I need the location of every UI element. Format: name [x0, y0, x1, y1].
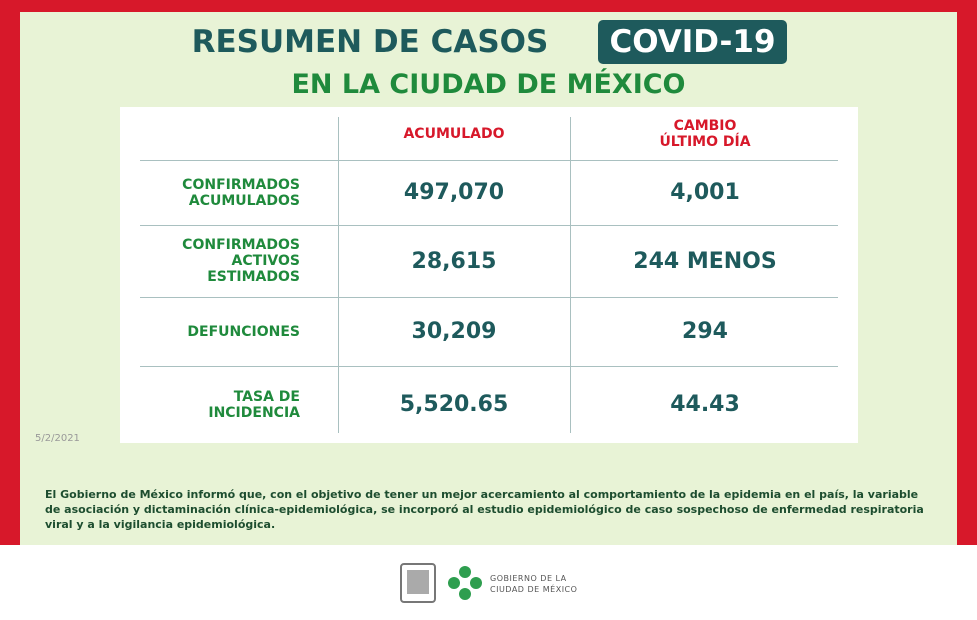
cell-value: 44.43: [670, 392, 740, 417]
column-divider: [338, 117, 339, 433]
row-label: CONFIRMADOS ACUMULADOS: [182, 176, 300, 209]
shield-logo-inner: [407, 570, 429, 594]
row-label: DEFUNCIONES: [187, 323, 300, 340]
cell-value: 5,520.65: [399, 392, 509, 417]
column-header: ACUMULADO: [403, 125, 505, 142]
row-label: CONFIRMADOS ACTIVOS ESTIMADOS: [182, 237, 300, 285]
row-divider: [140, 160, 838, 161]
row-divider: [140, 297, 838, 298]
badge: COVID-19: [598, 20, 787, 64]
cell-value: 497,070: [403, 180, 505, 205]
cell-value: 30,209: [411, 319, 497, 344]
cdmx-logo: [448, 566, 482, 600]
cell-value: 4,001: [670, 180, 740, 205]
column-divider: [570, 117, 571, 433]
title: RESUMEN DE CASOS: [191, 24, 549, 60]
row-divider: [140, 366, 838, 367]
logo-text: GOBIERNO DE LA CIUDAD DE MÉXICO: [490, 574, 578, 594]
column-header: CAMBIO ÚLTIMO DÍA: [659, 117, 751, 150]
row-label: TASA DE INCIDENCIA: [208, 388, 300, 421]
cell-value: 28,615: [411, 248, 497, 274]
row-divider: [140, 225, 838, 226]
date: 5/2/2021: [35, 433, 80, 444]
subtitle: EN LA CIUDAD DE MÉXICO: [291, 69, 686, 100]
logos: [400, 563, 482, 603]
note: El Gobierno de México informó que, con e…: [45, 488, 924, 531]
cell-value: 244 MENOS: [633, 248, 777, 274]
cell-value: 294: [682, 319, 728, 344]
table-panel: [120, 107, 858, 443]
